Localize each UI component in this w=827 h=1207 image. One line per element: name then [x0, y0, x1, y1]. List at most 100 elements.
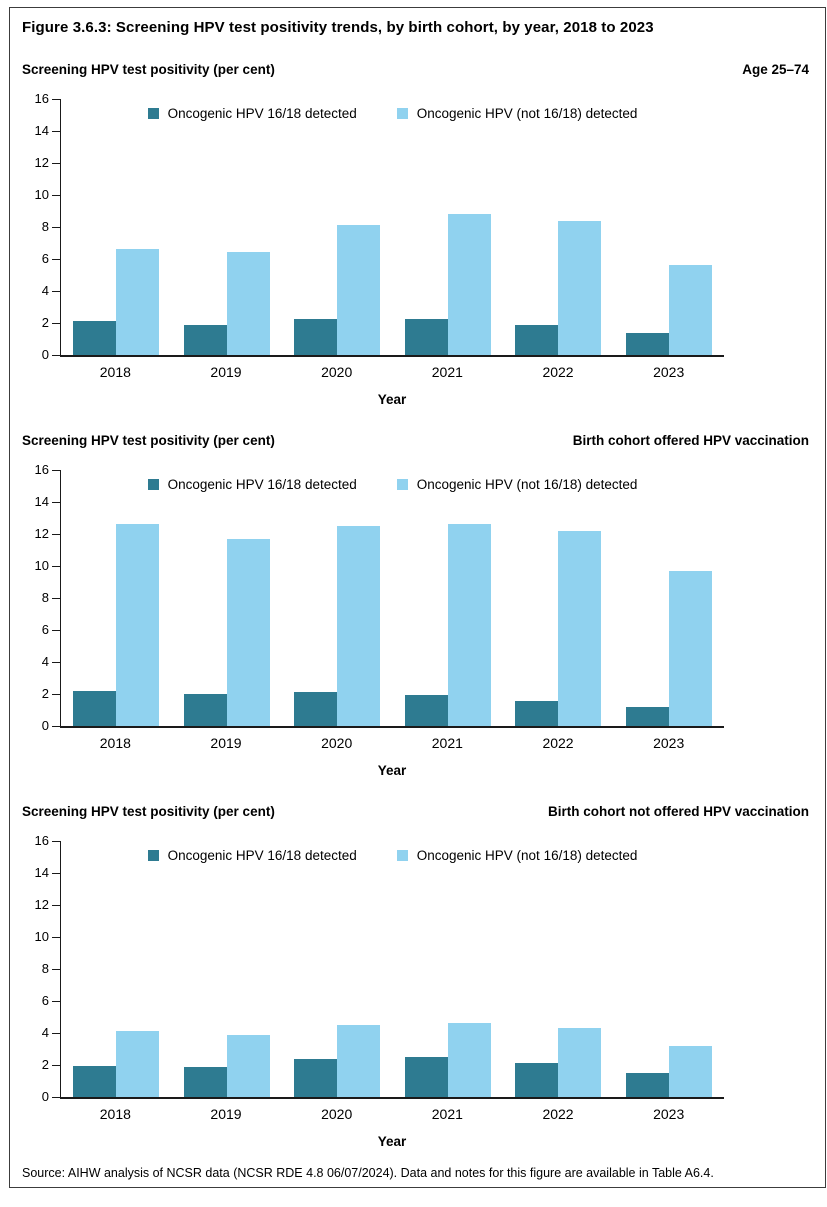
bar-2022-series2 — [558, 530, 602, 726]
bar-2018-series1 — [73, 321, 117, 355]
y-tick-label: 12 — [34, 155, 49, 170]
y-tick-label: 2 — [41, 686, 49, 701]
x-axis-title: Year — [377, 763, 407, 778]
x-axis-title: Year — [377, 1134, 407, 1149]
bar-group-2018 — [61, 1031, 172, 1097]
bar-2021-series2 — [447, 214, 491, 355]
y-tick-label: 4 — [41, 1025, 49, 1040]
x-tick-label: 2023 — [653, 735, 685, 751]
y-tick-label: 2 — [41, 1057, 49, 1072]
y-tick-label: 10 — [34, 558, 49, 573]
y-tick-label: 0 — [41, 718, 49, 733]
bar-group-2020 — [282, 1025, 393, 1097]
bar-2018-series2 — [116, 248, 160, 355]
x-tick-label: 2019 — [210, 1106, 242, 1122]
bars-layer — [61, 99, 724, 355]
bar-2020-series2 — [337, 526, 381, 726]
x-tick-label: 2018 — [99, 364, 131, 380]
bar-2021-series1 — [404, 694, 448, 726]
bar-group-2022 — [503, 530, 614, 726]
y-axis-unit-label: Screening HPV test positivity (per cent) — [22, 62, 275, 77]
legend-item: Oncogenic HPV (not 16/18) detected — [396, 848, 638, 863]
y-tick-mark — [52, 872, 60, 874]
bar-group-2018 — [61, 248, 172, 355]
y-axis-unit-label: Screening HPV test positivity (per cent) — [22, 433, 275, 448]
bar-group-2023 — [614, 1045, 725, 1097]
legend-label: Oncogenic HPV (not 16/18) detected — [416, 477, 638, 492]
y-tick-mark — [52, 533, 60, 535]
chart-not-offered-vaccination: Screening HPV test positivity (per cent)… — [10, 804, 825, 1149]
y-tick-label: 16 — [34, 462, 49, 477]
bar-group-2019 — [172, 1034, 283, 1097]
chart-offered-vaccination: Screening HPV test positivity (per cent)… — [10, 433, 825, 778]
x-tick-label: 2019 — [210, 735, 242, 751]
bar-group-2022 — [503, 220, 614, 355]
bar-group-2023 — [614, 265, 725, 355]
y-tick-mark — [52, 354, 60, 356]
cohort-label: Birth cohort not offered HPV vaccination — [547, 804, 809, 819]
y-tick-mark — [52, 936, 60, 938]
y-tick-label: 6 — [41, 993, 49, 1008]
bar-2018-series1 — [73, 690, 117, 726]
source-note: Source: AIHW analysis of NCSR data (NCSR… — [22, 1166, 714, 1180]
y-tick-mark — [52, 1064, 60, 1066]
y-tick-label: 12 — [34, 526, 49, 541]
bar-2022-series2 — [558, 1028, 602, 1097]
bars-layer — [61, 841, 724, 1097]
bar-2022-series1 — [515, 701, 559, 726]
legend-item: Oncogenic HPV 16/18 detected — [147, 848, 357, 863]
bar-2022-series2 — [558, 220, 602, 355]
x-tick-label: 2022 — [542, 1106, 574, 1122]
y-tick-label: 14 — [34, 123, 49, 138]
x-tick-label: 2021 — [431, 1106, 463, 1122]
legend-label: Oncogenic HPV 16/18 detected — [167, 106, 357, 121]
y-tick-mark — [52, 162, 60, 164]
bar-2023-series1 — [625, 332, 669, 355]
legend-swatch-icon — [396, 479, 408, 490]
x-tick-labels: 2018 2019 2020 2021 2022 2023 — [60, 1106, 724, 1122]
x-tick-label: 2023 — [653, 1106, 685, 1122]
legend-item: Oncogenic HPV 16/18 detected — [147, 106, 357, 121]
cohort-label: Age 25–74 — [742, 62, 809, 77]
legend-label: Oncogenic HPV 16/18 detected — [167, 848, 357, 863]
y-tick-mark — [52, 629, 60, 631]
bar-2019-series2 — [226, 1034, 270, 1097]
bar-2020-series2 — [337, 1025, 381, 1097]
bar-group-2020 — [282, 224, 393, 355]
bars-layer — [61, 470, 724, 726]
y-axis-unit-label: Screening HPV test positivity (per cent) — [22, 804, 275, 819]
legend-item: Oncogenic HPV 16/18 detected — [147, 477, 357, 492]
y-tick-label: 8 — [41, 219, 49, 234]
y-tick-mark — [52, 98, 60, 100]
legend-label: Oncogenic HPV 16/18 detected — [167, 477, 357, 492]
bar-2023-series1 — [625, 706, 669, 726]
y-tick-label: 4 — [41, 283, 49, 298]
x-tick-label: 2020 — [321, 1106, 353, 1122]
bar-2019-series2 — [226, 251, 270, 355]
bar-2022-series1 — [515, 325, 559, 355]
y-tick-mark — [52, 565, 60, 567]
bar-group-2018 — [61, 523, 172, 726]
legend: Oncogenic HPV 16/18 detected Oncogenic HP… — [61, 106, 724, 121]
x-tick-labels: 2018 2019 2020 2021 2022 2023 — [60, 364, 724, 380]
legend-label: Oncogenic HPV (not 16/18) detected — [416, 848, 638, 863]
bar-2021-series2 — [447, 523, 491, 726]
plot-area: 0 2 4 6 8 10 12 14 16 Oncogenic HPV 16/18 detecte… — [35, 91, 724, 362]
legend-swatch-icon — [147, 108, 159, 119]
x-tick-label: 2020 — [321, 364, 353, 380]
bar-2019-series1 — [183, 324, 227, 355]
bar-2021-series1 — [404, 319, 448, 355]
x-tick-label: 2020 — [321, 735, 353, 751]
bar-2019-series1 — [183, 694, 227, 726]
legend-swatch-icon — [396, 108, 408, 119]
y-tick-mark — [52, 290, 60, 292]
bar-2018-series2 — [116, 523, 160, 726]
y-tick-mark — [52, 226, 60, 228]
legend-item: Oncogenic HPV (not 16/18) detected — [396, 106, 637, 121]
x-tick-label: 2023 — [653, 364, 685, 380]
cohort-label: Birth cohort offered HPV vaccination — [572, 433, 809, 448]
bar-2020-series2 — [337, 224, 381, 355]
x-axis-title: Year — [377, 392, 407, 407]
bar-2019-series1 — [183, 1066, 227, 1097]
bar-group-2019 — [172, 538, 283, 726]
